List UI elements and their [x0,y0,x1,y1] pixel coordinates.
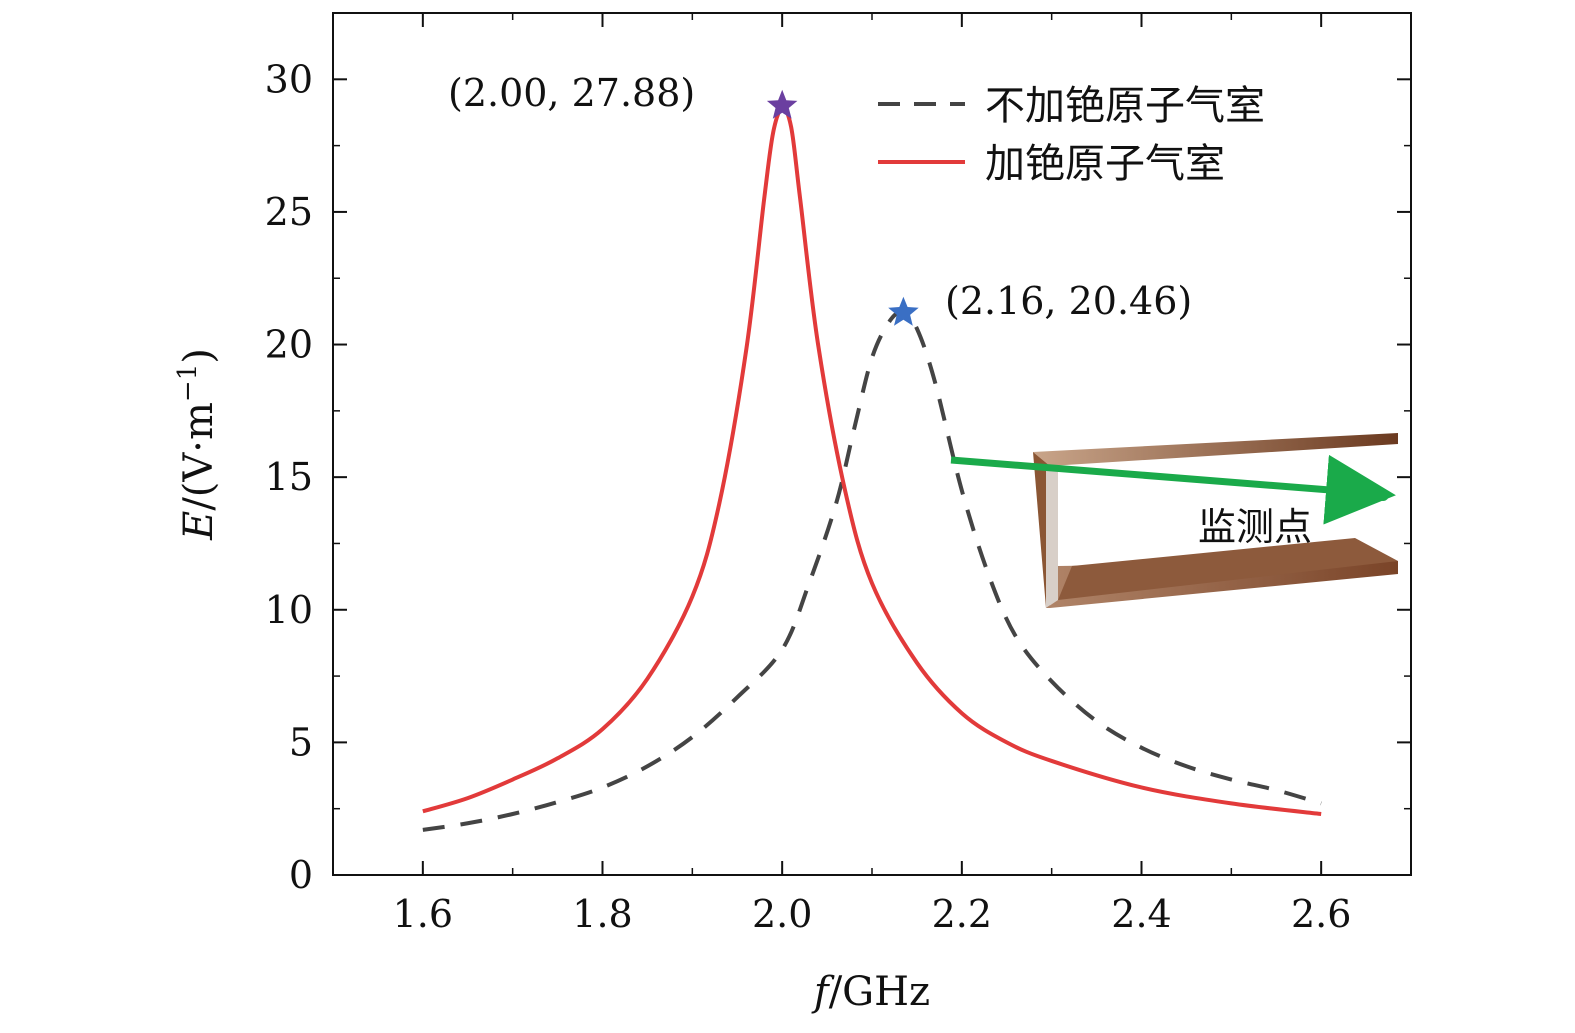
y-axis-title-unit: /(V·m [176,402,222,511]
x-tick-label: 2.6 [1291,892,1351,936]
inset-bottom-top [1058,538,1398,600]
x-tick-label: 1.8 [572,892,632,936]
y-tick-label: 15 [265,455,313,499]
annotation-star-1 [766,89,798,119]
inset-illustration: 监测点 [950,433,1398,608]
x-axis-title-unit: /GHz [829,969,930,1015]
y-axis-title-var: E [176,511,222,541]
y-axis-title-close: ) [176,348,222,364]
x-tick-label: 2.2 [932,892,992,936]
series-line-2 [422,106,1322,816]
inset-arrow [950,454,1396,525]
legend: 不加铯原子气室 加铯原子气室 [878,83,1265,187]
series-line-1 [422,310,1322,832]
y-tick-label: 30 [265,57,313,101]
tick-labels: 1.6 1.8 2.0 2.2 2.4 2.6 0 5 10 15 20 25 30 [265,57,1352,936]
x-axis-title: f/GHz [811,969,930,1015]
inset-left-plank [1033,452,1050,608]
annotation-label-peak-1: (2.00, 27.88) [448,71,695,115]
y-tick-label: 5 [289,720,313,764]
y-tick-label: 0 [289,853,313,897]
x-tick-label: 2.4 [1111,892,1171,936]
legend-label-series-1: 不加铯原子气室 [985,83,1265,129]
y-axis-title-sup: −1 [173,364,203,402]
y-tick-label: 25 [265,190,313,234]
inset-top-plank [1033,433,1398,466]
inset-label: 监测点 [1198,505,1312,549]
legend-label-series-2: 加铯原子气室 [985,141,1225,187]
y-tick-label: 20 [265,323,313,367]
x-tick-label: 2.0 [752,892,812,936]
ticks [332,12,1412,876]
monitor-point-marker [1377,489,1389,501]
inset-left-face [1046,466,1058,608]
series-layer [422,106,1322,832]
y-axis-title: E/(V·m−1) [173,348,222,541]
annotation-layer [766,89,919,326]
x-tick-label: 1.6 [393,892,453,936]
annotation-label-peak-2: (2.16, 20.46) [945,279,1192,323]
y-tick-label: 10 [265,588,313,632]
annotation-star-2 [888,296,919,326]
